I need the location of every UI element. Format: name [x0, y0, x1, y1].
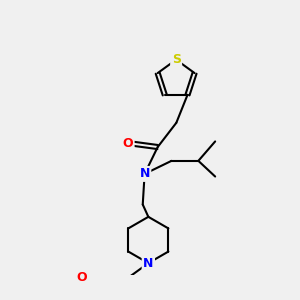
Text: N: N — [140, 167, 150, 180]
Text: O: O — [122, 137, 133, 150]
Text: O: O — [76, 271, 87, 284]
Text: S: S — [172, 53, 181, 66]
Text: N: N — [143, 256, 154, 270]
